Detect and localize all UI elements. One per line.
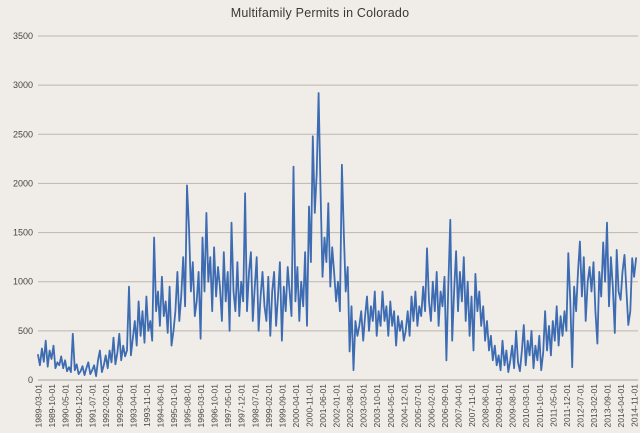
y-tick-label: 0 <box>28 375 33 385</box>
chart-title: Multifamily Permits in Colorado <box>230 6 410 20</box>
data-series-line <box>37 92 637 378</box>
x-tick-label: 1992-09-01 <box>115 384 125 428</box>
x-tick-label: 2011-05-01 <box>548 384 558 427</box>
y-tick-label: 500 <box>18 326 33 336</box>
y-tick-label: 2000 <box>13 178 33 188</box>
x-tick-label: 1992-02-01 <box>101 384 111 428</box>
x-tick-label: 2007-04-01 <box>454 384 464 428</box>
x-tick-label: 2013-09-01 <box>603 384 613 428</box>
x-tick-label: 2014-11-01 <box>630 384 640 427</box>
x-tick-label: 2006-09-01 <box>440 384 450 428</box>
y-tick-label: 3000 <box>13 80 33 90</box>
x-tick-label: 2003-10-01 <box>372 384 382 428</box>
x-tick-label: 1998-07-01 <box>250 384 260 428</box>
x-tick-label: 1994-06-01 <box>155 384 165 428</box>
x-tick-label: 2003-03-01 <box>359 384 369 428</box>
x-tick-label: 1997-12-01 <box>237 384 247 428</box>
x-tick-label: 1995-01-01 <box>169 384 179 428</box>
x-tick-label: 2009-08-01 <box>508 384 518 428</box>
x-tick-label: 2010-10-01 <box>535 384 545 428</box>
y-tick-label: 1000 <box>13 277 33 287</box>
x-tick-label: 2004-12-01 <box>399 384 409 428</box>
x-tick-label: 1996-10-01 <box>210 384 220 428</box>
x-tick-label: 1999-09-01 <box>277 384 287 428</box>
x-tick-label: 1989-03-01 <box>34 384 44 428</box>
x-tick-label: 1993-04-01 <box>128 384 138 428</box>
x-tick-label: 2004-05-01 <box>386 384 396 428</box>
x-tick-label: 2008-06-01 <box>481 384 491 428</box>
y-tick-label: 2500 <box>13 129 33 139</box>
x-tick-label: 2002-08-01 <box>345 384 355 428</box>
y-tick-label: 1500 <box>13 228 33 238</box>
x-tick-label: 2000-04-01 <box>291 384 301 428</box>
x-tick-label: 1990-05-01 <box>61 384 71 428</box>
x-tick-label: 1999-02-01 <box>264 384 274 428</box>
x-tick-label: 2005-07-01 <box>413 384 423 428</box>
y-tick-label: 3500 <box>13 31 33 41</box>
x-tick-label: 2006-02-01 <box>426 384 436 428</box>
x-tick-label: 1996-03-01 <box>196 384 206 428</box>
x-tick-label: 2013-02-01 <box>589 384 599 428</box>
x-tick-label: 2014-04-01 <box>616 384 626 428</box>
x-tick-label: 1995-08-01 <box>183 384 193 428</box>
x-tick-label: 1997-05-01 <box>223 384 233 428</box>
x-tick-label: 2002-01-01 <box>332 384 342 428</box>
x-tick-label: 2010-03-01 <box>521 384 531 428</box>
x-tick-label: 2001-06-01 <box>318 384 328 428</box>
x-tick-label: 1993-11-01 <box>142 384 152 427</box>
x-tick-label: 1991-07-01 <box>88 384 98 428</box>
x-tick-label: 1989-10-01 <box>47 384 57 428</box>
x-tick-label: 2012-07-01 <box>575 384 585 428</box>
x-tick-label: 2011-12-01 <box>562 384 572 427</box>
x-tick-label: 1990-12-01 <box>74 384 84 428</box>
x-tick-label: 2009-01-01 <box>494 384 504 428</box>
x-tick-label: 2007-11-01 <box>467 384 477 427</box>
x-tick-label: 2000-11-01 <box>305 384 315 427</box>
